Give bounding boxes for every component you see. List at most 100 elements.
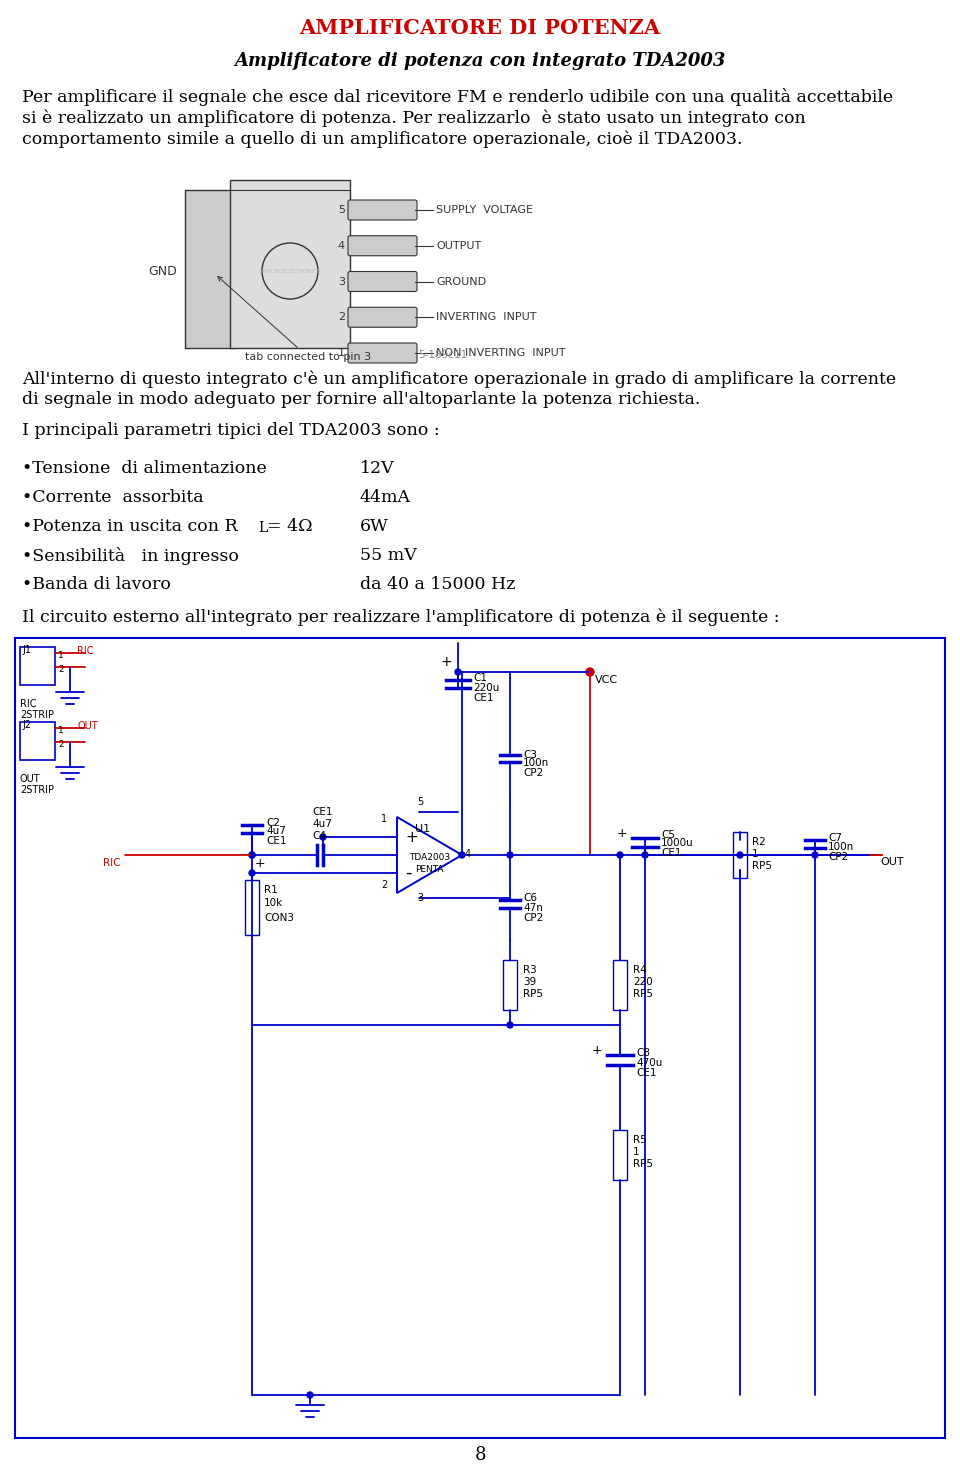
Text: 6W: 6W: [360, 517, 389, 535]
Circle shape: [586, 667, 594, 676]
Circle shape: [737, 853, 743, 858]
Text: di segnale in modo adeguato per fornire all'altoparlante la potenza richiesta.: di segnale in modo adeguato per fornire …: [22, 391, 701, 409]
Bar: [20, 722, 55, 760]
Text: 2: 2: [58, 739, 63, 750]
Text: 470u: 470u: [636, 1058, 662, 1069]
Text: Amplificatore di potenza con integrato TDA2003: Amplificatore di potenza con integrato T…: [234, 51, 726, 71]
Text: J2: J2: [22, 720, 31, 731]
Text: CP2: CP2: [828, 853, 849, 861]
Text: R4: R4: [633, 964, 647, 975]
Circle shape: [617, 853, 623, 858]
Text: 2STRIP: 2STRIP: [20, 710, 54, 720]
Bar: [185, 190, 235, 348]
Text: PENTA: PENTA: [415, 864, 444, 875]
Text: R5: R5: [633, 1135, 647, 1145]
Text: •Banda di lavoro: •Banda di lavoro: [22, 576, 171, 592]
Text: INVERTING  INPUT: INVERTING INPUT: [436, 312, 537, 322]
Text: 44mA: 44mA: [360, 490, 411, 506]
Text: C2: C2: [266, 817, 280, 828]
Text: 1: 1: [58, 651, 63, 660]
Circle shape: [249, 853, 255, 858]
FancyBboxPatch shape: [348, 235, 417, 256]
Text: 10k: 10k: [264, 898, 283, 908]
Text: GND: GND: [148, 265, 177, 278]
Bar: [613, 1130, 627, 1180]
FancyBboxPatch shape: [348, 343, 417, 363]
Text: CP2: CP2: [523, 767, 543, 778]
Text: I principali parametri tipici del TDA2003 sono :: I principali parametri tipici del TDA200…: [22, 422, 440, 440]
Text: VCC: VCC: [595, 675, 618, 685]
Text: •Sensibilità   in ingresso: •Sensibilità in ingresso: [22, 547, 239, 564]
Text: 4u7: 4u7: [266, 826, 286, 836]
Text: 220u: 220u: [473, 684, 499, 692]
Text: 1: 1: [58, 726, 63, 735]
Text: TDA2003: TDA2003: [409, 853, 450, 861]
Text: •Potenza in uscita con R: •Potenza in uscita con R: [22, 517, 238, 535]
Text: RP5: RP5: [633, 1158, 653, 1169]
Text: 55 mV: 55 mV: [360, 547, 417, 564]
Text: CE1: CE1: [636, 1069, 657, 1078]
Circle shape: [455, 669, 461, 675]
Text: OUT: OUT: [77, 720, 98, 731]
Text: comportamento simile a quello di un amplificatore operazionale, cioè il TDA2003.: comportamento simile a quello di un ampl…: [22, 129, 742, 147]
Text: 4: 4: [338, 241, 345, 251]
Text: = 4Ω: = 4Ω: [267, 517, 313, 535]
Text: CP2: CP2: [523, 913, 543, 923]
Text: SUPPLY  VOLTAGE: SUPPLY VOLTAGE: [436, 204, 533, 215]
Text: GROUND: GROUND: [436, 276, 486, 287]
Text: 2STRIP: 2STRIP: [20, 785, 54, 795]
Text: Per amplificare il segnale che esce dal ricevitore FM e renderlo udibile con una: Per amplificare il segnale che esce dal …: [22, 88, 893, 106]
Text: R3: R3: [523, 964, 537, 975]
Text: RIC: RIC: [103, 858, 120, 867]
Bar: [613, 960, 627, 1010]
Text: RP5: RP5: [523, 989, 543, 1000]
Text: 2: 2: [338, 312, 345, 322]
Text: 2: 2: [381, 881, 387, 889]
Text: C7: C7: [828, 833, 842, 842]
Text: 1: 1: [381, 814, 387, 825]
Text: •Corrente  assorbita: •Corrente assorbita: [22, 490, 204, 506]
Text: RP5: RP5: [752, 861, 772, 872]
Text: STMICROELECTRONICS: STMICROELECTRONICS: [259, 269, 322, 273]
Text: C5: C5: [661, 831, 675, 839]
Circle shape: [642, 853, 648, 858]
Text: 5-189c11: 5-189c11: [418, 350, 468, 360]
Text: 8: 8: [474, 1446, 486, 1464]
Text: R2: R2: [752, 836, 766, 847]
Text: CE1: CE1: [473, 692, 493, 703]
Text: C3: C3: [523, 750, 537, 760]
Text: +: +: [255, 857, 266, 870]
Text: 3: 3: [338, 276, 345, 287]
Bar: [15, 638, 945, 1438]
Text: 47n: 47n: [523, 903, 542, 913]
FancyBboxPatch shape: [348, 200, 417, 220]
Text: J1: J1: [22, 645, 31, 656]
Circle shape: [249, 853, 255, 858]
Text: C6: C6: [523, 892, 537, 903]
Text: si è realizzato un amplificatore di potenza. Per realizzarlo  è stato usato un i: si è realizzato un amplificatore di pote…: [22, 109, 805, 126]
Text: OUTPUT: OUTPUT: [436, 241, 481, 251]
Text: 5: 5: [417, 797, 423, 807]
Text: tab connected to pin 3: tab connected to pin 3: [218, 276, 372, 362]
FancyBboxPatch shape: [348, 307, 417, 328]
Text: +: +: [440, 656, 451, 669]
Circle shape: [507, 1022, 513, 1028]
Text: 12V: 12V: [360, 460, 395, 476]
Text: RP5: RP5: [633, 989, 653, 1000]
Text: 4: 4: [465, 850, 471, 858]
Text: 5: 5: [338, 204, 345, 215]
Text: 1: 1: [752, 850, 758, 858]
Text: RIC: RIC: [20, 700, 36, 709]
Text: OUT: OUT: [880, 857, 903, 867]
Text: 1: 1: [633, 1147, 639, 1157]
Text: 100n: 100n: [523, 759, 549, 767]
Text: CON3: CON3: [264, 913, 294, 923]
Circle shape: [249, 870, 255, 876]
Circle shape: [812, 853, 818, 858]
Circle shape: [507, 853, 513, 858]
Text: Il circuito esterno all'integrato per realizzare l'amplificatore di potenza è il: Il circuito esterno all'integrato per re…: [22, 609, 780, 626]
Text: CE1: CE1: [312, 807, 332, 817]
Text: •Tensione  di alimentazione: •Tensione di alimentazione: [22, 460, 267, 476]
Text: C1: C1: [473, 673, 487, 684]
Text: 2: 2: [58, 664, 63, 675]
